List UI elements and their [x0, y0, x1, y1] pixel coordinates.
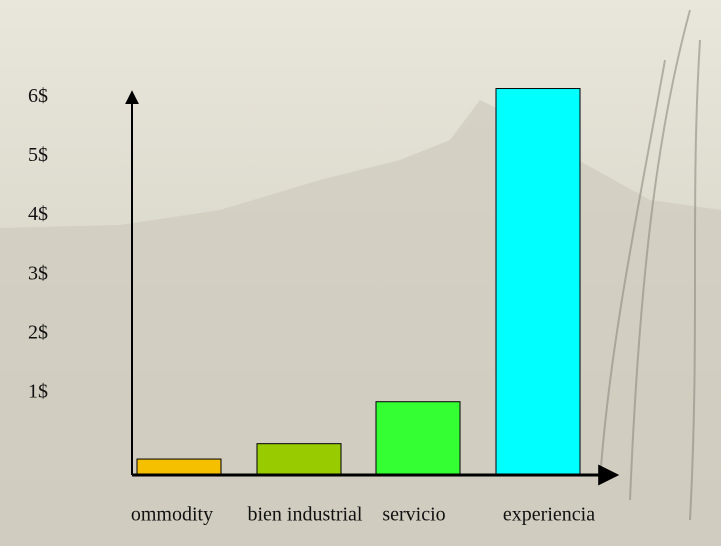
y-tick-label: 5$: [28, 144, 48, 166]
bar: [136, 458, 222, 476]
x-tick-label: bien industrial: [248, 504, 363, 526]
x-tick-label: servicio: [382, 504, 445, 526]
branches: [599, 9, 701, 521]
x-tick-label: experiencia: [503, 504, 595, 526]
y-tick-label: 2$: [28, 321, 48, 343]
bar: [375, 401, 461, 476]
plot: 1$ 2$ 3$ 4$ 5$ 6$ ommodity bien industrial servi…: [28, 85, 620, 526]
y-tick-label: 6$: [28, 85, 48, 107]
y-tick-label: 1$: [28, 381, 48, 403]
y-tick-label: 4$: [28, 203, 48, 225]
y-tick-label: 3$: [28, 262, 48, 284]
bar: [495, 88, 581, 476]
bar: [256, 443, 342, 476]
x-tick-label: ommodity: [131, 504, 213, 526]
